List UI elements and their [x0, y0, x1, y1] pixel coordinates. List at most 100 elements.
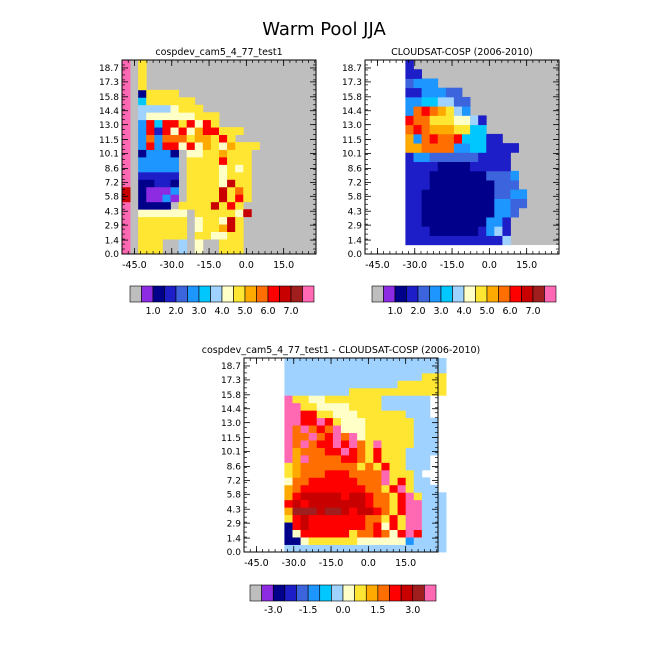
heatmap-cell: [445, 180, 455, 190]
heatmap-cell: [332, 514, 342, 523]
heatmap-cell: [438, 372, 447, 381]
x-tick-label: -15.0: [319, 558, 344, 569]
heatmap-cell: [178, 246, 188, 255]
heatmap-cell: [341, 372, 350, 381]
heatmap-cell: [389, 425, 398, 434]
heatmap-cell: [349, 440, 358, 448]
heatmap-cell: [138, 97, 147, 106]
heatmap-cell: [341, 544, 350, 553]
heatmap-cell: [332, 492, 342, 501]
heatmap-cell: [219, 179, 228, 188]
heatmap-cell: [486, 235, 495, 246]
heatmap-cell: [397, 380, 407, 389]
heatmap-cell: [389, 484, 398, 493]
heatmap-cell: [357, 537, 366, 545]
heatmap-cell: [438, 544, 447, 553]
heatmap-cell: [194, 127, 204, 136]
heatmap-cell: [429, 440, 439, 448]
heatmap-cell: [470, 124, 479, 135]
heatmap-cell: [194, 246, 204, 255]
heatmap-cell: [510, 143, 519, 153]
heatmap-cell: [357, 372, 366, 381]
heatmap-cell: [470, 189, 479, 199]
heatmap-cell: [186, 201, 196, 210]
heatmap-cell: [397, 387, 407, 396]
heatmap-cell: [413, 69, 422, 79]
heatmap-cell: [438, 522, 447, 531]
heatmap-cell: [405, 226, 414, 236]
heatmap-cell: [219, 246, 228, 255]
heatmap-cell: [308, 462, 318, 471]
heatmap-cell: [373, 432, 382, 441]
heatmap-cell: [292, 477, 301, 486]
heatmap-cell: [178, 104, 188, 113]
heatmap-cell: [494, 207, 503, 218]
heatmap-cell: [421, 189, 431, 199]
heatmap-cell: [494, 180, 503, 190]
heatmap-cell: [389, 380, 398, 389]
heatmap-cell: [210, 231, 220, 240]
heatmap-cell: [413, 417, 423, 426]
heatmap-cell: [202, 179, 212, 188]
colorbar-swatch: [371, 285, 384, 303]
heatmap-cell: [341, 469, 350, 478]
heatmap-cell: [284, 529, 293, 538]
heatmap-cell: [445, 143, 455, 153]
y-tick-label: 1.4: [227, 534, 242, 544]
heatmap-cell: [397, 432, 407, 441]
heatmap-cell: [349, 447, 358, 456]
heatmap-cell: [349, 395, 358, 404]
heatmap-cell: [308, 492, 318, 501]
heatmap-cell: [341, 484, 350, 493]
heatmap-cell: [365, 440, 374, 448]
y-tick-label: 17.3: [221, 376, 241, 386]
heatmap-cell: [445, 217, 455, 227]
heatmap-cell: [324, 499, 334, 508]
heatmap-cell: [518, 189, 528, 199]
heatmap-cell: [405, 69, 414, 79]
colorbar-swatch: [377, 584, 390, 602]
heatmap-cell: [219, 127, 228, 136]
heatmap-cell: [178, 239, 188, 247]
heatmap-cell: [341, 402, 350, 411]
heatmap-cell: [300, 462, 310, 471]
heatmap-cell: [324, 447, 334, 456]
heatmap-cell: [429, 217, 439, 227]
heatmap-cell: [308, 529, 318, 538]
heatmap-cell: [122, 171, 131, 180]
heatmap-cell: [324, 387, 334, 396]
heatmap-cell: [453, 124, 463, 135]
heatmap-cell: [502, 161, 511, 172]
heatmap-cell: [421, 235, 431, 246]
heatmap-cell: [421, 432, 431, 441]
heatmap-cell: [235, 209, 244, 218]
heatmap-cell: [413, 462, 423, 471]
colorbar-swatch: [509, 285, 522, 303]
heatmap-cell: [210, 119, 220, 128]
heatmap-cell: [486, 189, 495, 199]
heatmap-cell: [138, 216, 147, 225]
heatmap-cell: [308, 432, 318, 441]
heatmap-cell: [154, 194, 163, 203]
heatmap-cell: [194, 119, 204, 128]
heatmap-cell: [349, 492, 358, 501]
heatmap-cell: [437, 198, 447, 209]
heatmap-cell: [210, 112, 220, 121]
heatmap-cell: [251, 142, 260, 150]
heatmap-cell: [429, 380, 439, 389]
heatmap-cell: [146, 194, 155, 203]
panel-model: cospdev_cam5_4_77_test1 0.0 1.4 2.9 4.3 5.8 7.…: [99, 47, 317, 317]
heatmap-cell: [486, 217, 495, 227]
y-tick-label: 8.6: [105, 165, 120, 175]
heatmap-cell: [202, 157, 212, 165]
panel-observation: CLOUDSAT-COSP (2006-2010) 0.0 1.4 2.9 4.3 5.8…: [342, 47, 560, 317]
heatmap-cell: [421, 402, 431, 411]
heatmap-cell: [502, 226, 511, 236]
heatmap-cell: [154, 186, 163, 195]
colorbar-swatch: [365, 584, 379, 602]
heatmap-cell: [405, 492, 415, 501]
heatmap-cell: [421, 115, 431, 126]
heatmap-cell: [324, 455, 334, 463]
y-tick-label: 14.4: [99, 107, 119, 117]
heatmap-cell: [243, 186, 252, 195]
